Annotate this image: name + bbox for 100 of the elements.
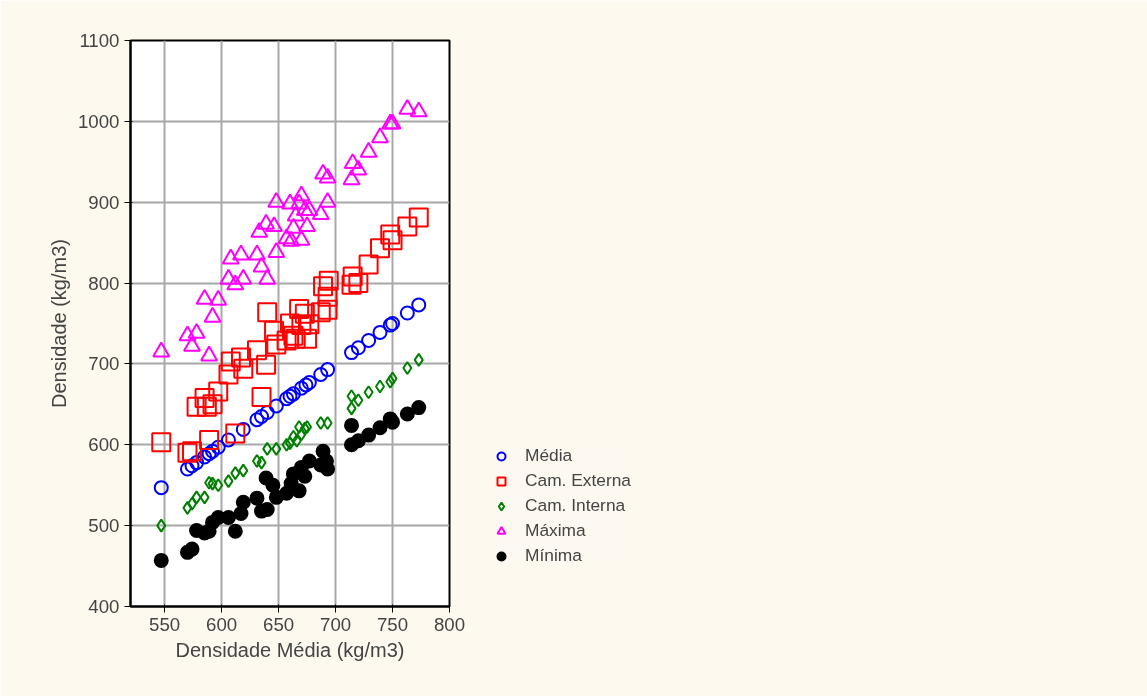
x-tick-label: 600 [206,613,238,635]
point [194,387,215,408]
point [301,453,317,469]
point [227,523,243,539]
legend-label: Máxima [525,520,586,541]
point [353,393,364,408]
point [277,228,296,245]
point [178,325,197,342]
point [315,415,326,430]
point [271,441,282,456]
point [297,468,313,484]
point [256,354,277,375]
point [201,446,217,462]
point [213,478,224,493]
legend-label: Média [525,445,573,466]
point [234,268,253,285]
point [249,412,265,428]
point [359,141,378,158]
point [230,466,241,481]
point [282,230,301,247]
point [220,351,241,372]
point [249,490,265,506]
point [372,420,388,436]
y-tick-label: 500 [88,515,120,537]
point [257,302,278,323]
point [294,303,315,324]
point [363,385,374,400]
y-tick-label: 900 [88,191,120,213]
point [294,420,305,434]
point [266,334,287,355]
point [268,398,284,414]
point [300,200,319,216]
point [189,455,205,471]
y-axis-title: Densidade (kg/m3) [48,239,70,408]
point [187,322,206,339]
point [318,167,337,184]
point [342,169,361,186]
point [342,266,363,287]
point [344,417,360,433]
point [409,101,428,118]
point [223,474,234,489]
point [310,302,331,323]
point [152,341,171,358]
point [382,230,403,251]
point [293,380,309,396]
point [358,254,379,275]
point [267,191,286,208]
point [341,274,362,295]
point [313,276,334,297]
point [313,366,329,382]
point [297,328,318,349]
point [219,268,238,285]
point [298,216,317,233]
point [262,441,273,456]
point [238,463,249,478]
point [208,381,229,402]
point [196,396,217,417]
point [372,324,388,340]
point [397,216,418,237]
point [296,427,307,442]
point [205,443,221,459]
point [399,406,415,422]
point [226,274,245,291]
point [257,213,276,230]
point [182,500,193,515]
point [292,185,311,202]
point [225,423,246,444]
y-tick-label: 600 [88,434,120,456]
point [276,330,297,351]
point [411,400,427,416]
point [199,429,220,450]
x-tick-label: 800 [433,613,466,635]
point [348,273,369,294]
point [232,244,251,261]
legend-label: Cam. Interna [525,495,626,516]
point [179,461,195,477]
point [317,299,338,320]
point [408,207,429,228]
point [350,340,366,356]
point [411,297,427,313]
x-axis-title: Densidade Média (kg/m3) [175,638,405,661]
point [291,433,302,448]
point [186,396,207,417]
point [320,362,336,378]
point [288,429,299,444]
point [361,332,377,348]
point [200,345,219,362]
point [265,477,281,493]
point [202,394,223,415]
point [218,364,239,385]
point [281,193,299,210]
y-tick-label: 1000 [78,110,120,132]
point [318,191,337,208]
point [346,401,357,416]
point [311,204,330,220]
legend-label: Cam. Externa [525,470,631,491]
point [252,256,271,273]
point [280,313,300,334]
point [197,449,213,465]
point [177,442,198,463]
